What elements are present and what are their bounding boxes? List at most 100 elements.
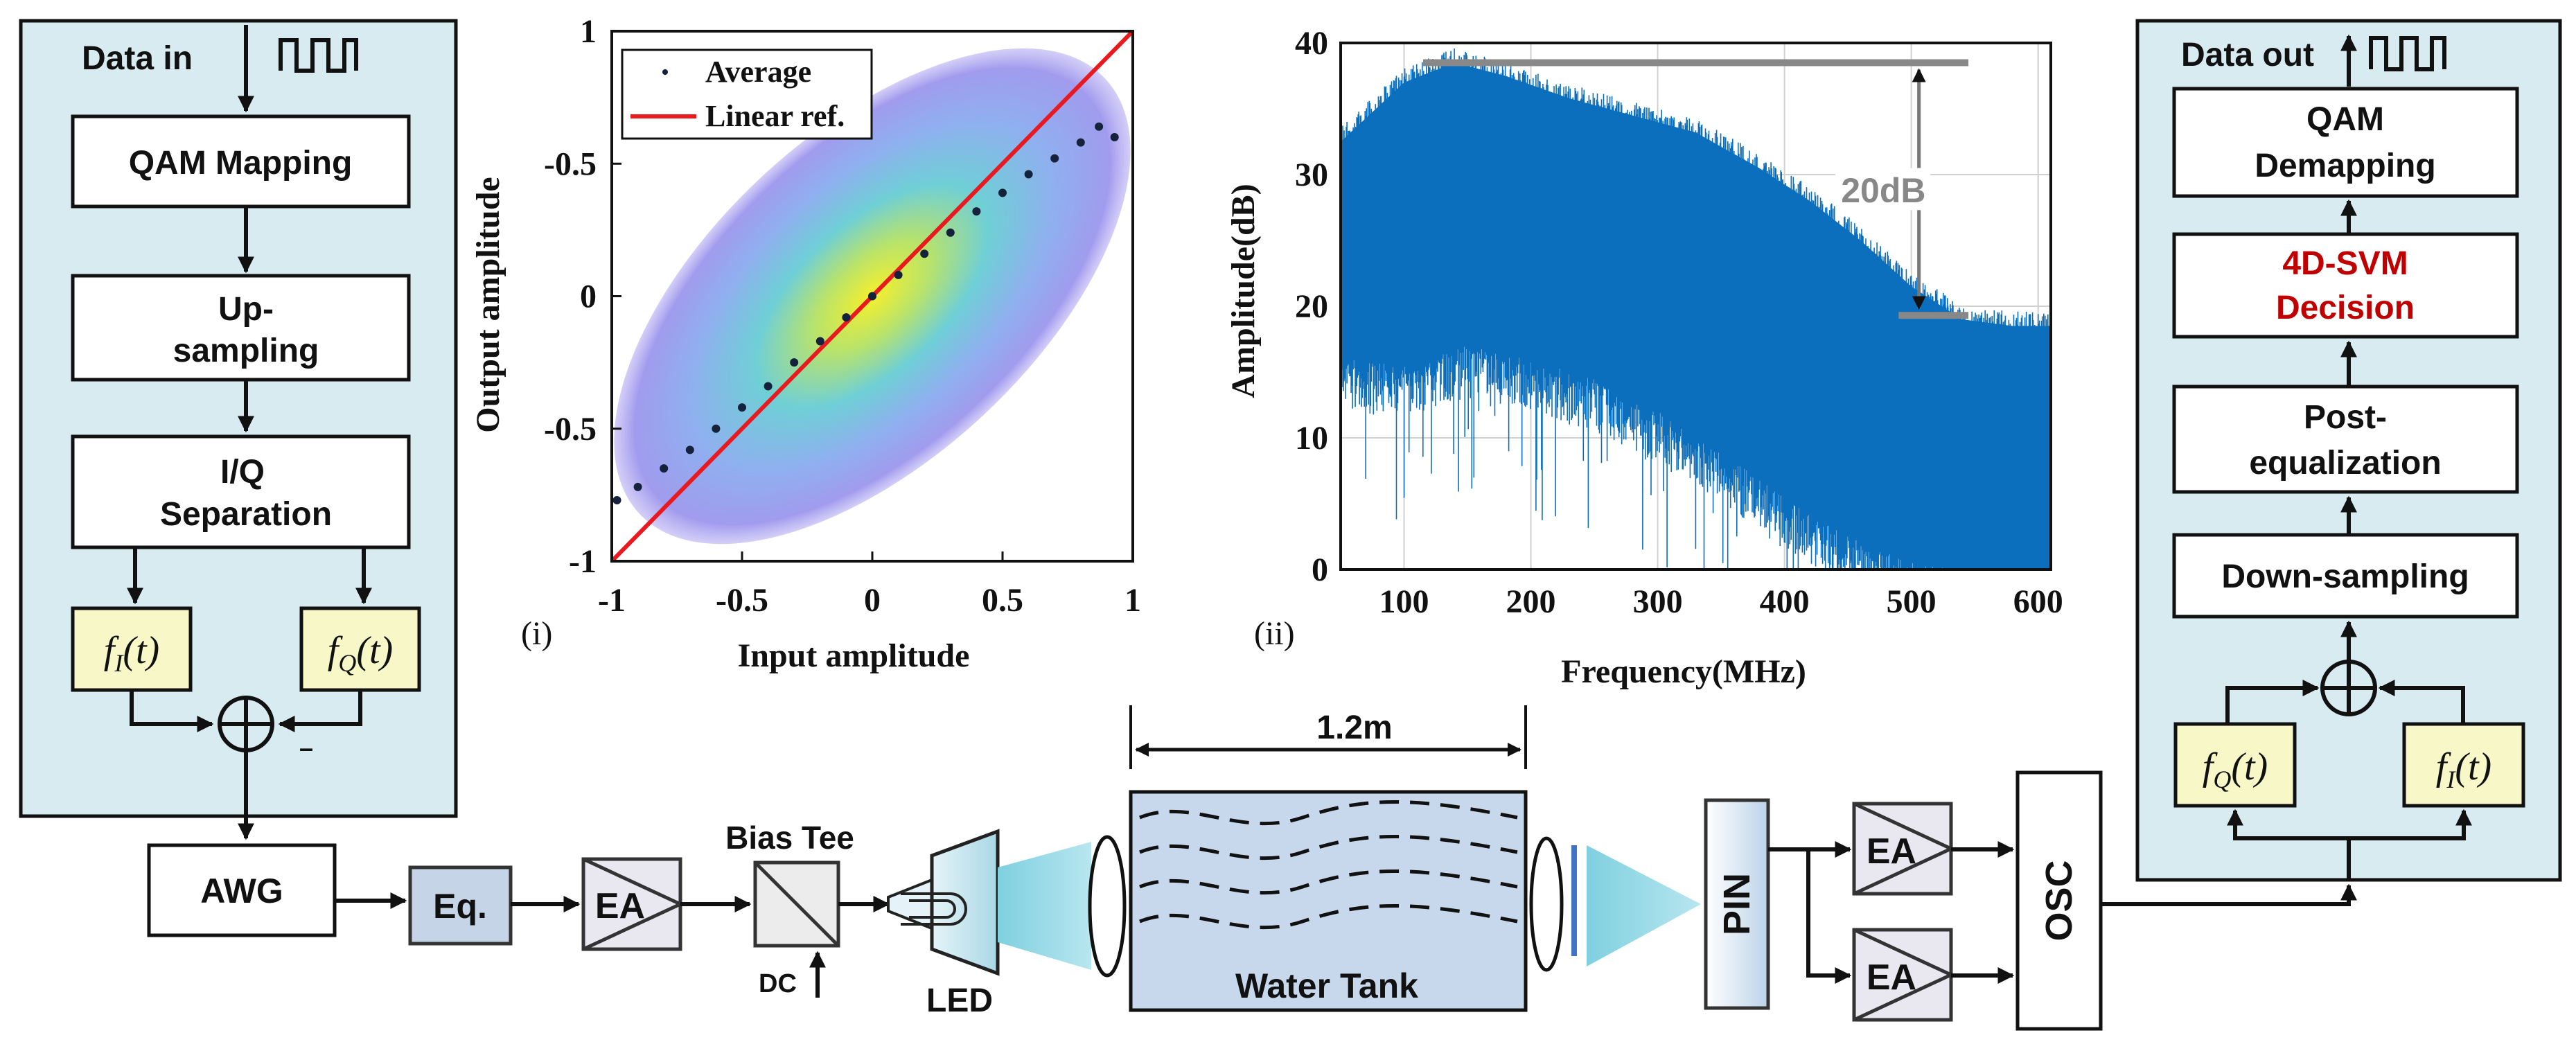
qam-demapping-label-2: Demapping [2255, 148, 2435, 184]
chart-ii-ylabel: Amplitude(dB) [1225, 184, 1262, 398]
average-point [738, 403, 746, 412]
average-point [612, 496, 621, 505]
average-point [894, 270, 903, 279]
y-tick-label: 40 [1295, 25, 1328, 62]
y-tick-label: -0.5 [544, 145, 597, 182]
x-tick-label: 500 [1887, 583, 1937, 620]
chart-i-panel-label: (i) [521, 615, 552, 652]
pin-label: PIN [1716, 873, 1758, 935]
average-point [660, 464, 669, 473]
fi-filter-label: fI(t) [104, 629, 159, 677]
fq-filter-block [299, 606, 421, 692]
oscilloscope-block [2015, 770, 2103, 1031]
legend-average: Average [705, 55, 811, 89]
pin-photodiode-block [1704, 798, 1770, 1010]
tx-amplifier-label: EA [595, 886, 645, 926]
post-equalization-block [2172, 385, 2519, 494]
chart-i-ylabel: Output amplitude [470, 177, 506, 432]
x-tick-label: 400 [1760, 583, 1810, 620]
x-tick-label: 0 [864, 582, 881, 619]
qam-mapping-label: QAM Mapping [129, 145, 353, 182]
square-wave-out-icon [2369, 36, 2446, 71]
annotation-label-bg [1835, 168, 1931, 211]
x-tick-label: 100 [1379, 583, 1429, 620]
annotation-label: 20dB [1841, 171, 1925, 210]
awg-label: AWG [200, 872, 283, 910]
rx-fi-filter-block [2402, 722, 2525, 808]
iq-separation-label-2: Separation [160, 496, 332, 533]
qam-demapping-label-1: QAM [2306, 101, 2384, 138]
tx-dsp-panel: Data in QAM Mapping Up- sampling I/Q Sep… [19, 19, 458, 840]
rx-lens-icon [1529, 836, 1564, 972]
data-out-label: Data out [2181, 37, 2314, 73]
pre-equalizer-block [408, 865, 513, 946]
chart-ii-xlabel: Frequency(MHz) [1561, 653, 1806, 690]
y-tick-label: 30 [1295, 157, 1328, 193]
y-tick-label: -1 [569, 543, 597, 580]
subtract-sign: – [299, 734, 313, 762]
rx-amplifier-top-block [1852, 802, 1953, 896]
x-tick-label: -0.5 [716, 582, 768, 619]
y-tick-label: 0 [1312, 551, 1328, 588]
distance-label: 1.2m [1316, 709, 1392, 746]
led-icon [887, 829, 1000, 976]
svm-decision-block [2172, 232, 2519, 339]
y-tick-label: 0 [580, 279, 597, 315]
rx-amplifier-top-label: EA [1867, 831, 1916, 872]
fq-filter-label: fQ(t) [328, 629, 393, 677]
y-tick-label: -0.5 [544, 411, 597, 448]
tx-lens-icon [1088, 835, 1127, 978]
average-point [790, 358, 799, 367]
spectrum-spikes [1341, 48, 2051, 569]
rx-adder-icon [2320, 660, 2377, 716]
post-equalization-label-2: equalization [2249, 445, 2441, 482]
average-point [1110, 133, 1119, 141]
svm-decision-label-1: 4D-SVM [2282, 245, 2408, 282]
post-equalization-label-1: Post- [2304, 399, 2387, 436]
water-tank-label: Water Tank [1235, 966, 1418, 1005]
x-tick-label: 0.5 [982, 582, 1023, 619]
upsampling-label-1: Up- [218, 291, 274, 328]
x-tick-label: 300 [1633, 583, 1683, 620]
rx-fi-filter-label: fI(t) [2436, 745, 2491, 793]
average-point [633, 482, 642, 491]
square-wave-icon [279, 38, 358, 73]
down-sampling-block [2172, 533, 2519, 619]
tx-adder-icon [218, 696, 274, 752]
average-point [1024, 170, 1033, 179]
y-tick-label: 1 [580, 13, 597, 50]
average-point [1076, 138, 1085, 147]
chart-ii-frame [1339, 42, 2052, 571]
iq-separation-label-1: I/Q [220, 454, 265, 491]
bias-tee-label: Bias Tee [725, 820, 854, 856]
x-tick-label: 600 [2013, 583, 2063, 620]
attenuation-annotation: 20dB [1422, 59, 1969, 319]
tx-light-beam [998, 842, 1091, 970]
rx-dsp-panel: Data out QAM Demapping 4D-SVM Decision P… [2135, 19, 2562, 882]
optical-link: AWG Eq. EA Bias Tee DC LED 1.2m [147, 705, 2357, 1031]
rx-light-beam [1587, 845, 1701, 966]
average-point [998, 188, 1007, 197]
qam-mapping-block [71, 114, 411, 209]
rx-amplifier-bottom-block [1852, 928, 1953, 1022]
y-tick-label: 10 [1295, 420, 1328, 457]
average-point [842, 313, 851, 322]
x-tick-label: 1 [1124, 582, 1141, 619]
chart-i-xlabel: Input amplitude [738, 637, 970, 674]
average-point [685, 445, 694, 454]
down-sampling-label: Down-sampling [2221, 558, 2469, 595]
fi-filter-block [71, 606, 193, 692]
average-point [712, 424, 721, 433]
dc-label: DC [759, 969, 797, 998]
average-point [1050, 154, 1059, 163]
qam-demapping-block [2172, 87, 2519, 198]
chart-i-legend: Average Linear ref. [621, 48, 873, 140]
spectrum-trace [1341, 48, 2051, 569]
oscilloscope-label: OSC [2038, 860, 2080, 941]
upsampling-label-2: sampling [173, 333, 319, 369]
led-label: LED [926, 982, 993, 1019]
legend-linear-ref: Linear ref. [705, 99, 845, 133]
x-tick-label: -1 [598, 582, 626, 619]
average-point [868, 292, 876, 301]
